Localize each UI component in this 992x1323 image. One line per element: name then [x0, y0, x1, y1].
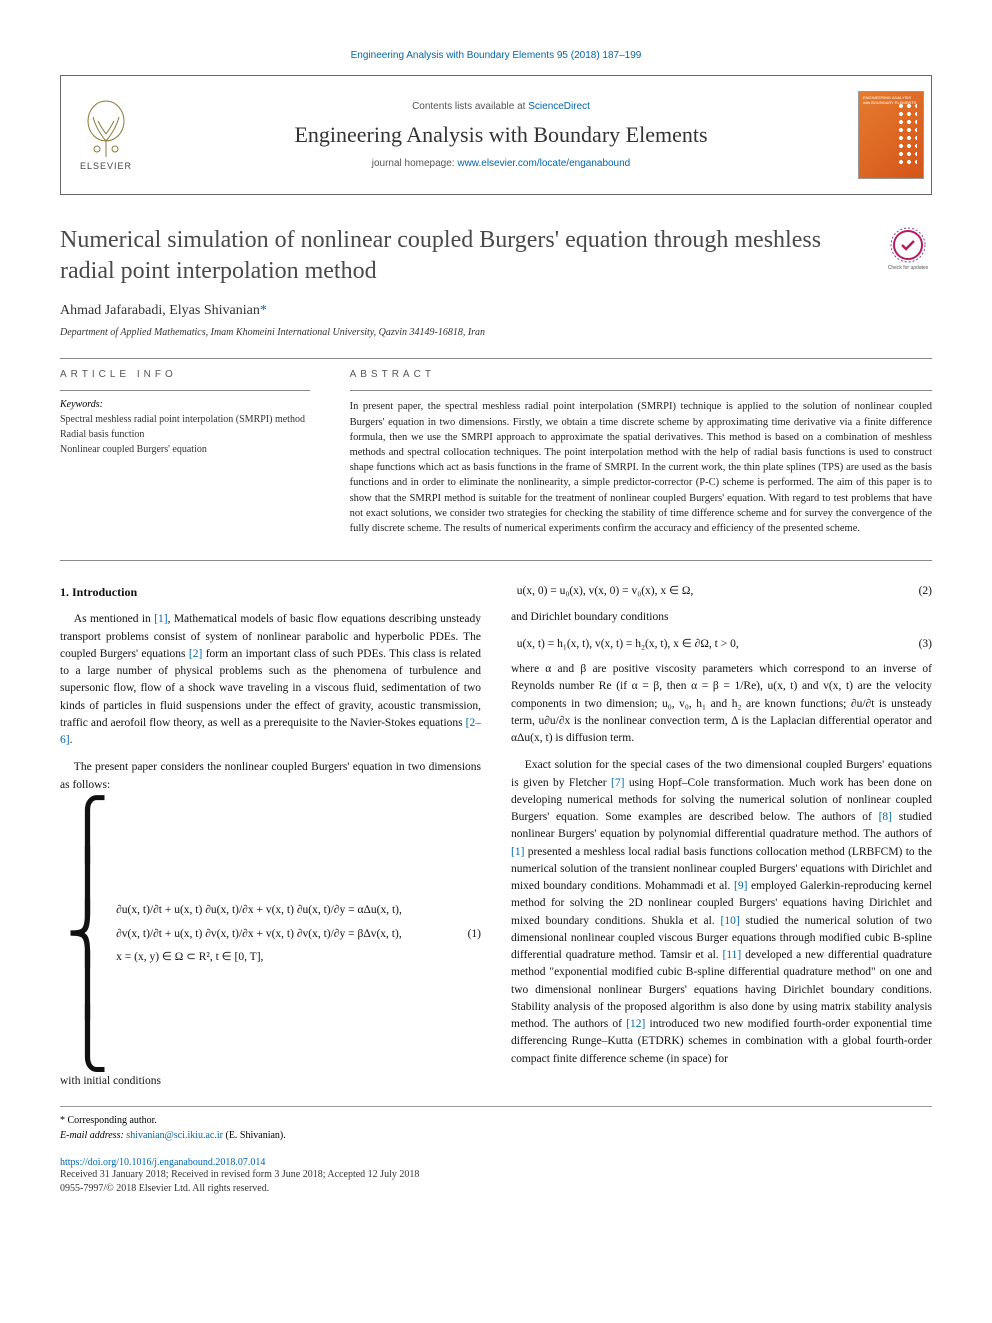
- citation-link[interactable]: [12]: [626, 1018, 645, 1030]
- article-title: Numerical simulation of nonlinear couple…: [60, 225, 864, 287]
- para: The present paper considers the nonlinea…: [60, 759, 481, 794]
- authors: Ahmad Jafarabadi, Elyas Shivanian*: [60, 303, 932, 319]
- corresponding-note: * Corresponding author.: [60, 1113, 932, 1128]
- citation-link[interactable]: [1]: [511, 846, 524, 858]
- eq-line: u(x, 0) = u₀(x), v(x, 0) = v₀(x), x ∈ Ω,: [511, 583, 904, 600]
- divider: [60, 390, 310, 391]
- eq-line: u(x, t) = h₁(x, t), v(x, t) = h₂(x, t), …: [511, 636, 904, 653]
- para: with initial conditions: [60, 1073, 481, 1090]
- homepage-line: journal homepage: www.elsevier.com/locat…: [151, 158, 851, 169]
- email-line: E-mail address: shivanian@sci.ikiu.ac.ir…: [60, 1128, 932, 1143]
- citation-link[interactable]: [9]: [734, 880, 747, 892]
- para: Exact solution for the special cases of …: [511, 757, 932, 1068]
- email-label: E-mail address:: [60, 1130, 126, 1141]
- journal-cover: ENGINEERING ANALYSIS with BOUNDARY ELEME…: [851, 76, 931, 194]
- footnotes: * Corresponding author. E-mail address: …: [60, 1106, 932, 1143]
- affiliation: Department of Applied Mathematics, Imam …: [60, 327, 932, 338]
- page: Engineering Analysis with Boundary Eleme…: [0, 0, 992, 1246]
- abstract-heading: ABSTRACT: [350, 369, 932, 380]
- eq-line: x = (x, y) ∈ Ω ⊂ R², t ∈ [0, T],: [116, 949, 402, 966]
- citation-link[interactable]: [11]: [723, 949, 742, 961]
- contents-line: Contents lists available at ScienceDirec…: [151, 101, 851, 112]
- homepage-prefix: journal homepage:: [372, 158, 458, 169]
- email-link[interactable]: shivanian@sci.ikiu.ac.ir: [126, 1130, 223, 1141]
- divider: [60, 560, 932, 561]
- article-body: 1. Introduction As mentioned in [1], Mat…: [60, 583, 932, 1090]
- citation-link[interactable]: [2]: [189, 648, 202, 660]
- equation-3: u(x, t) = h₁(x, t), v(x, t) = h₂(x, t), …: [511, 636, 932, 653]
- citation-link[interactable]: [1]: [154, 613, 167, 625]
- eq-line: ∂u(x, t)/∂t + u(x, t) ∂u(x, t)/∂x + v(x,…: [116, 902, 402, 919]
- sciencedirect-link[interactable]: ScienceDirect: [528, 101, 590, 112]
- homepage-link[interactable]: www.elsevier.com/locate/enganabound: [457, 158, 630, 169]
- divider: [350, 390, 932, 391]
- text: .: [70, 734, 73, 746]
- header-center: Contents lists available at ScienceDirec…: [151, 101, 851, 169]
- check-updates-badge[interactable]: Check for updates: [884, 225, 932, 273]
- publisher-name: ELSEVIER: [80, 161, 132, 171]
- abstract-text: In present paper, the spectral meshless …: [350, 399, 932, 536]
- eq-number: (3): [904, 636, 932, 653]
- citation-link[interactable]: [10]: [721, 915, 740, 927]
- keywords: Spectral meshless radial point interpola…: [60, 412, 310, 457]
- author-names: Ahmad Jafarabadi, Elyas Shivanian: [60, 303, 260, 318]
- updates-label: Check for updates: [888, 265, 929, 271]
- journal-title: Engineering Analysis with Boundary Eleme…: [151, 122, 851, 148]
- contents-prefix: Contents lists available at: [412, 101, 528, 112]
- divider: [60, 358, 932, 359]
- keywords-heading: Keywords:: [60, 399, 310, 410]
- article-info-heading: ARTICLE INFO: [60, 369, 310, 380]
- journal-header: ELSEVIER Contents lists available at Sci…: [60, 75, 932, 195]
- equation-1: ⎧⎪⎨⎪⎩ ∂u(x, t)/∂t + u(x, t) ∂u(x, t)/∂x …: [60, 804, 481, 1065]
- abstract: ABSTRACT In present paper, the spectral …: [350, 369, 932, 536]
- para: As mentioned in [1], Mathematical models…: [60, 611, 481, 749]
- doi-link[interactable]: https://doi.org/10.1016/j.enganabound.20…: [60, 1157, 932, 1168]
- equation-2: u(x, 0) = u₀(x), v(x, 0) = v₀(x), x ∈ Ω,…: [511, 583, 932, 600]
- running-head: Engineering Analysis with Boundary Eleme…: [60, 50, 932, 61]
- article-history: Received 31 January 2018; Received in re…: [60, 1168, 932, 1182]
- cover-text: ENGINEERING ANALYSIS with BOUNDARY ELEME…: [859, 92, 923, 110]
- corresponding-mark: *: [260, 303, 267, 318]
- eq-line: ∂v(x, t)/∂t + u(x, t) ∂v(x, t)/∂x + v(x,…: [116, 926, 402, 943]
- elsevier-tree-icon: [81, 99, 131, 159]
- text: As mentioned in: [74, 613, 154, 625]
- citation-link[interactable]: [7]: [611, 777, 624, 789]
- eq-number: (1): [453, 926, 481, 943]
- eq-number: (2): [904, 583, 932, 600]
- article-info: ARTICLE INFO Keywords: Spectral meshless…: [60, 369, 310, 536]
- issn-copyright: 0955-7997/© 2018 Elsevier Ltd. All right…: [60, 1182, 932, 1196]
- citation-link[interactable]: [8]: [879, 811, 892, 823]
- elsevier-logo: ELSEVIER: [61, 76, 151, 194]
- email-who: (E. Shivanian).: [223, 1130, 286, 1141]
- para: and Dirichlet boundary conditions: [511, 609, 932, 626]
- para: where α and β are positive viscosity par…: [511, 661, 932, 747]
- section-heading: 1. Introduction: [60, 583, 481, 601]
